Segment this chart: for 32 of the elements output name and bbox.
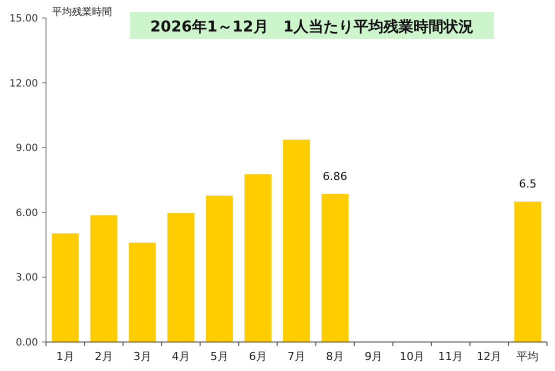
x-tick-label: 6月 [248,350,267,363]
x-tick-label: 2月 [94,350,113,363]
x-tick-label: 7月 [288,350,306,363]
x-tick-label: 平均 [516,350,539,363]
x-tick-label: 5月 [210,350,228,363]
x-tick-label: 11月 [438,350,464,363]
x-tick-label: 10月 [400,350,425,363]
y-tick-label: 3.00 [16,272,38,284]
bar [283,140,310,342]
bar [167,213,194,342]
data-label: 6.5 [518,178,536,191]
y-tick-label: 15.00 [9,14,38,24]
x-tick-label: 3月 [133,350,152,363]
x-tick-label: 9月 [364,350,383,363]
chart-title: 2026年1～12月 1人当たり平均残業時間状況 [150,17,474,36]
y-tick-label: 6.00 [16,208,38,219]
x-tick-label: 1月 [56,350,74,363]
x-tick-label: 8月 [326,350,344,363]
bar [514,202,542,342]
y-tick-label: 0.00 [16,338,38,348]
bar [52,233,79,342]
bar [322,194,349,342]
bar [90,215,118,342]
data-label: 6.86 [322,170,348,183]
y-tick-label: 12.00 [9,78,38,90]
bar [244,174,272,342]
y-axis-title: 平均残業時間 [52,6,112,18]
bar [206,196,233,342]
x-tick-label: 12月 [476,350,502,363]
bar [128,242,156,342]
y-tick-label: 9.00 [16,143,38,154]
x-tick-label: 4月 [172,350,190,363]
